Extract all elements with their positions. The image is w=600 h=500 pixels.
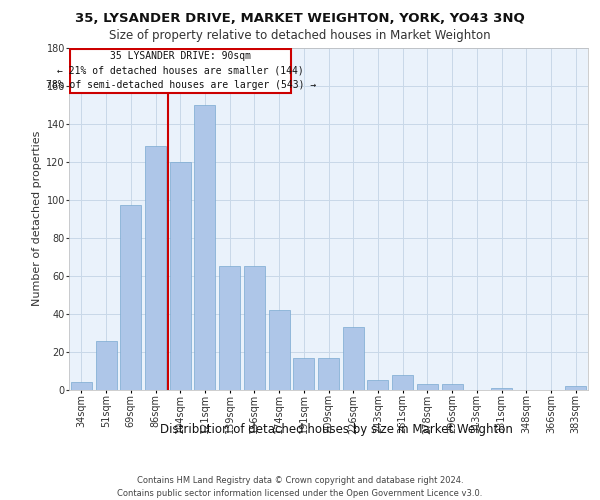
Bar xyxy=(145,146,166,390)
Bar xyxy=(219,266,240,390)
Text: 78% of semi-detached houses are larger (543) →: 78% of semi-detached houses are larger (… xyxy=(46,80,316,90)
Text: Size of property relative to detached houses in Market Weighton: Size of property relative to detached ho… xyxy=(109,29,491,42)
Bar xyxy=(244,266,265,390)
Bar xyxy=(565,386,586,390)
Bar xyxy=(417,384,438,390)
Bar xyxy=(194,104,215,390)
Bar xyxy=(71,382,92,390)
Text: ← 21% of detached houses are smaller (144): ← 21% of detached houses are smaller (14… xyxy=(58,66,304,76)
Y-axis label: Number of detached properties: Number of detached properties xyxy=(32,131,42,306)
Bar xyxy=(95,340,116,390)
Bar xyxy=(367,380,388,390)
Text: Distribution of detached houses by size in Market Weighton: Distribution of detached houses by size … xyxy=(160,422,512,436)
Bar xyxy=(343,327,364,390)
Text: Contains HM Land Registry data © Crown copyright and database right 2024.
Contai: Contains HM Land Registry data © Crown c… xyxy=(118,476,482,498)
Bar xyxy=(70,50,292,93)
Bar xyxy=(269,310,290,390)
Bar xyxy=(170,162,191,390)
Bar xyxy=(442,384,463,390)
Text: 35, LYSANDER DRIVE, MARKET WEIGHTON, YORK, YO43 3NQ: 35, LYSANDER DRIVE, MARKET WEIGHTON, YOR… xyxy=(75,12,525,26)
Bar xyxy=(293,358,314,390)
Bar xyxy=(392,375,413,390)
Bar xyxy=(318,358,339,390)
Bar xyxy=(491,388,512,390)
Bar xyxy=(120,206,141,390)
Text: 35 LYSANDER DRIVE: 90sqm: 35 LYSANDER DRIVE: 90sqm xyxy=(110,52,251,62)
